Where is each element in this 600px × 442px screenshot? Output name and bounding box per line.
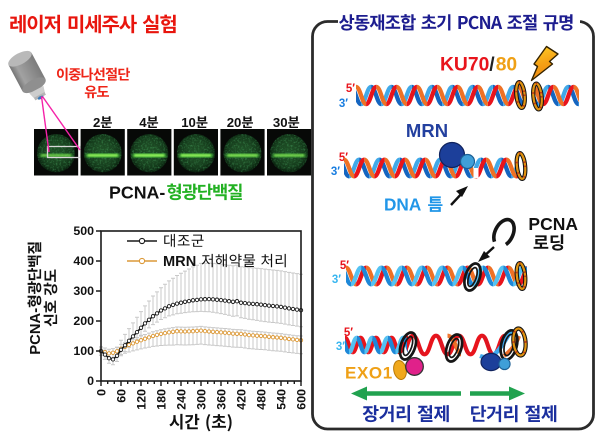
svg-text:5′: 5′ — [340, 260, 349, 272]
svg-text:600: 600 — [294, 389, 308, 410]
svg-text:30: 30 — [273, 115, 288, 130]
svg-text:2: 2 — [93, 115, 100, 130]
svg-text:5′: 5′ — [339, 152, 348, 164]
svg-text:120: 120 — [134, 389, 148, 410]
svg-text:200: 200 — [73, 314, 94, 328]
svg-text:360: 360 — [214, 389, 228, 410]
svg-text:300: 300 — [194, 389, 208, 410]
svg-text:60: 60 — [114, 389, 128, 403]
svg-text:400: 400 — [73, 254, 94, 268]
svg-text:3′: 3′ — [332, 274, 341, 286]
svg-text:EXO1: EXO1 — [345, 364, 393, 383]
svg-text:540: 540 — [274, 389, 288, 410]
svg-text:240: 240 — [174, 389, 188, 410]
svg-text:PCNA-: PCNA- — [109, 183, 165, 203]
svg-text:PCNA-: PCNA- — [28, 308, 44, 355]
svg-text:5′: 5′ — [344, 327, 353, 339]
svg-text:420: 420 — [234, 389, 248, 410]
svg-text:/: / — [489, 55, 495, 76]
svg-text:500: 500 — [73, 224, 94, 238]
svg-text:PCNA: PCNA — [528, 214, 578, 234]
svg-text:DNA: DNA — [384, 195, 421, 215]
svg-text:20: 20 — [227, 115, 242, 130]
svg-text:100: 100 — [73, 344, 94, 358]
svg-text:MRN: MRN — [406, 120, 448, 141]
svg-text:80: 80 — [496, 55, 517, 76]
svg-text:0: 0 — [94, 389, 108, 396]
svg-text:5′: 5′ — [346, 83, 355, 95]
svg-text:3′: 3′ — [339, 98, 348, 110]
svg-text:KU70: KU70 — [440, 55, 489, 76]
svg-text:3′: 3′ — [336, 341, 345, 353]
svg-text:4: 4 — [139, 115, 147, 130]
svg-text:10: 10 — [181, 115, 196, 130]
svg-text:480: 480 — [254, 389, 268, 410]
svg-text:MRN: MRN — [163, 254, 196, 270]
svg-text:0: 0 — [87, 374, 94, 388]
svg-text:180: 180 — [154, 389, 168, 410]
svg-text:3′: 3′ — [331, 166, 340, 178]
svg-text:300: 300 — [73, 284, 94, 298]
